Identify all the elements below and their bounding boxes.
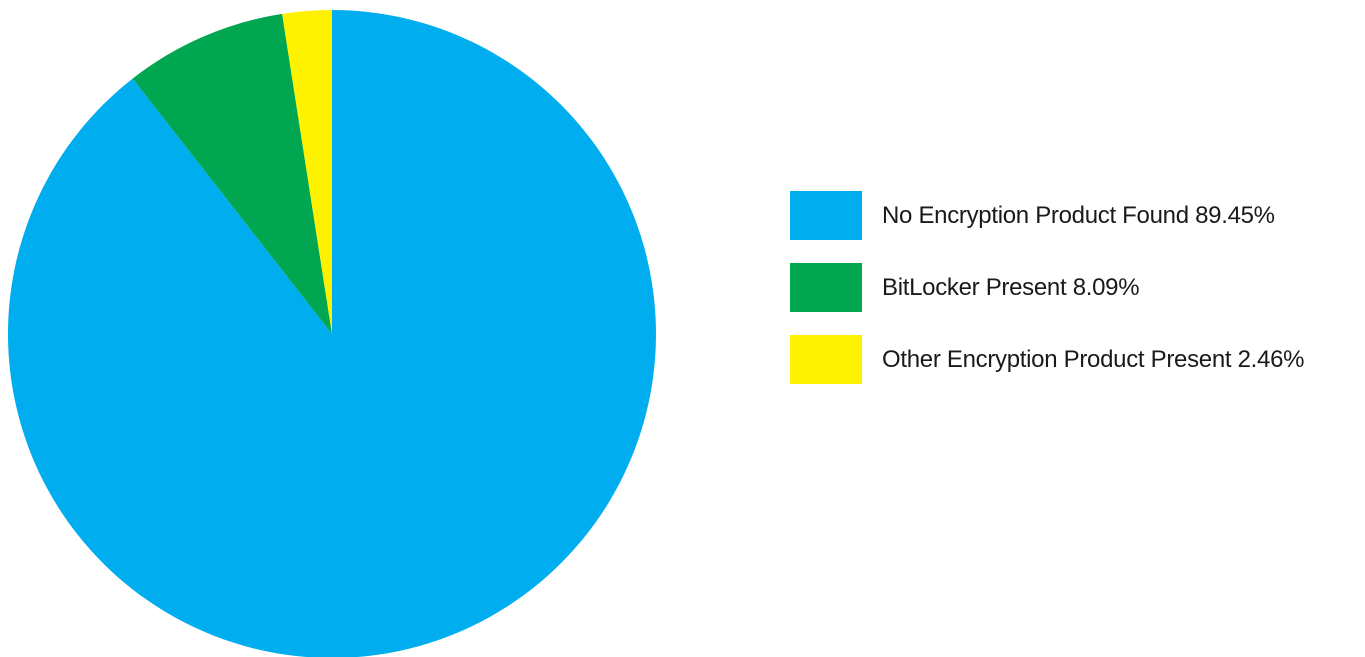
chart-legend: No Encryption Product Found 89.45% BitLoc… (790, 191, 1360, 407)
pie-slice-2 (132, 13, 332, 335)
legend-item-3: Other Encryption Product Present 2.46% (790, 335, 1360, 384)
pie-chart (8, 10, 656, 657)
pie-slice-3 (282, 10, 332, 334)
legend-swatch (790, 191, 862, 240)
legend-label: No Encryption Product Found 89.45% (882, 201, 1275, 229)
pie-slice-1 (8, 10, 656, 657)
legend-item-2: BitLocker Present 8.09% (790, 263, 1360, 312)
legend-label: Other Encryption Product Present 2.46% (882, 345, 1305, 373)
legend-swatch (790, 335, 862, 384)
legend-label: BitLocker Present 8.09% (882, 273, 1140, 301)
legend-swatch (790, 263, 862, 312)
legend-item-1: No Encryption Product Found 89.45% (790, 191, 1360, 240)
